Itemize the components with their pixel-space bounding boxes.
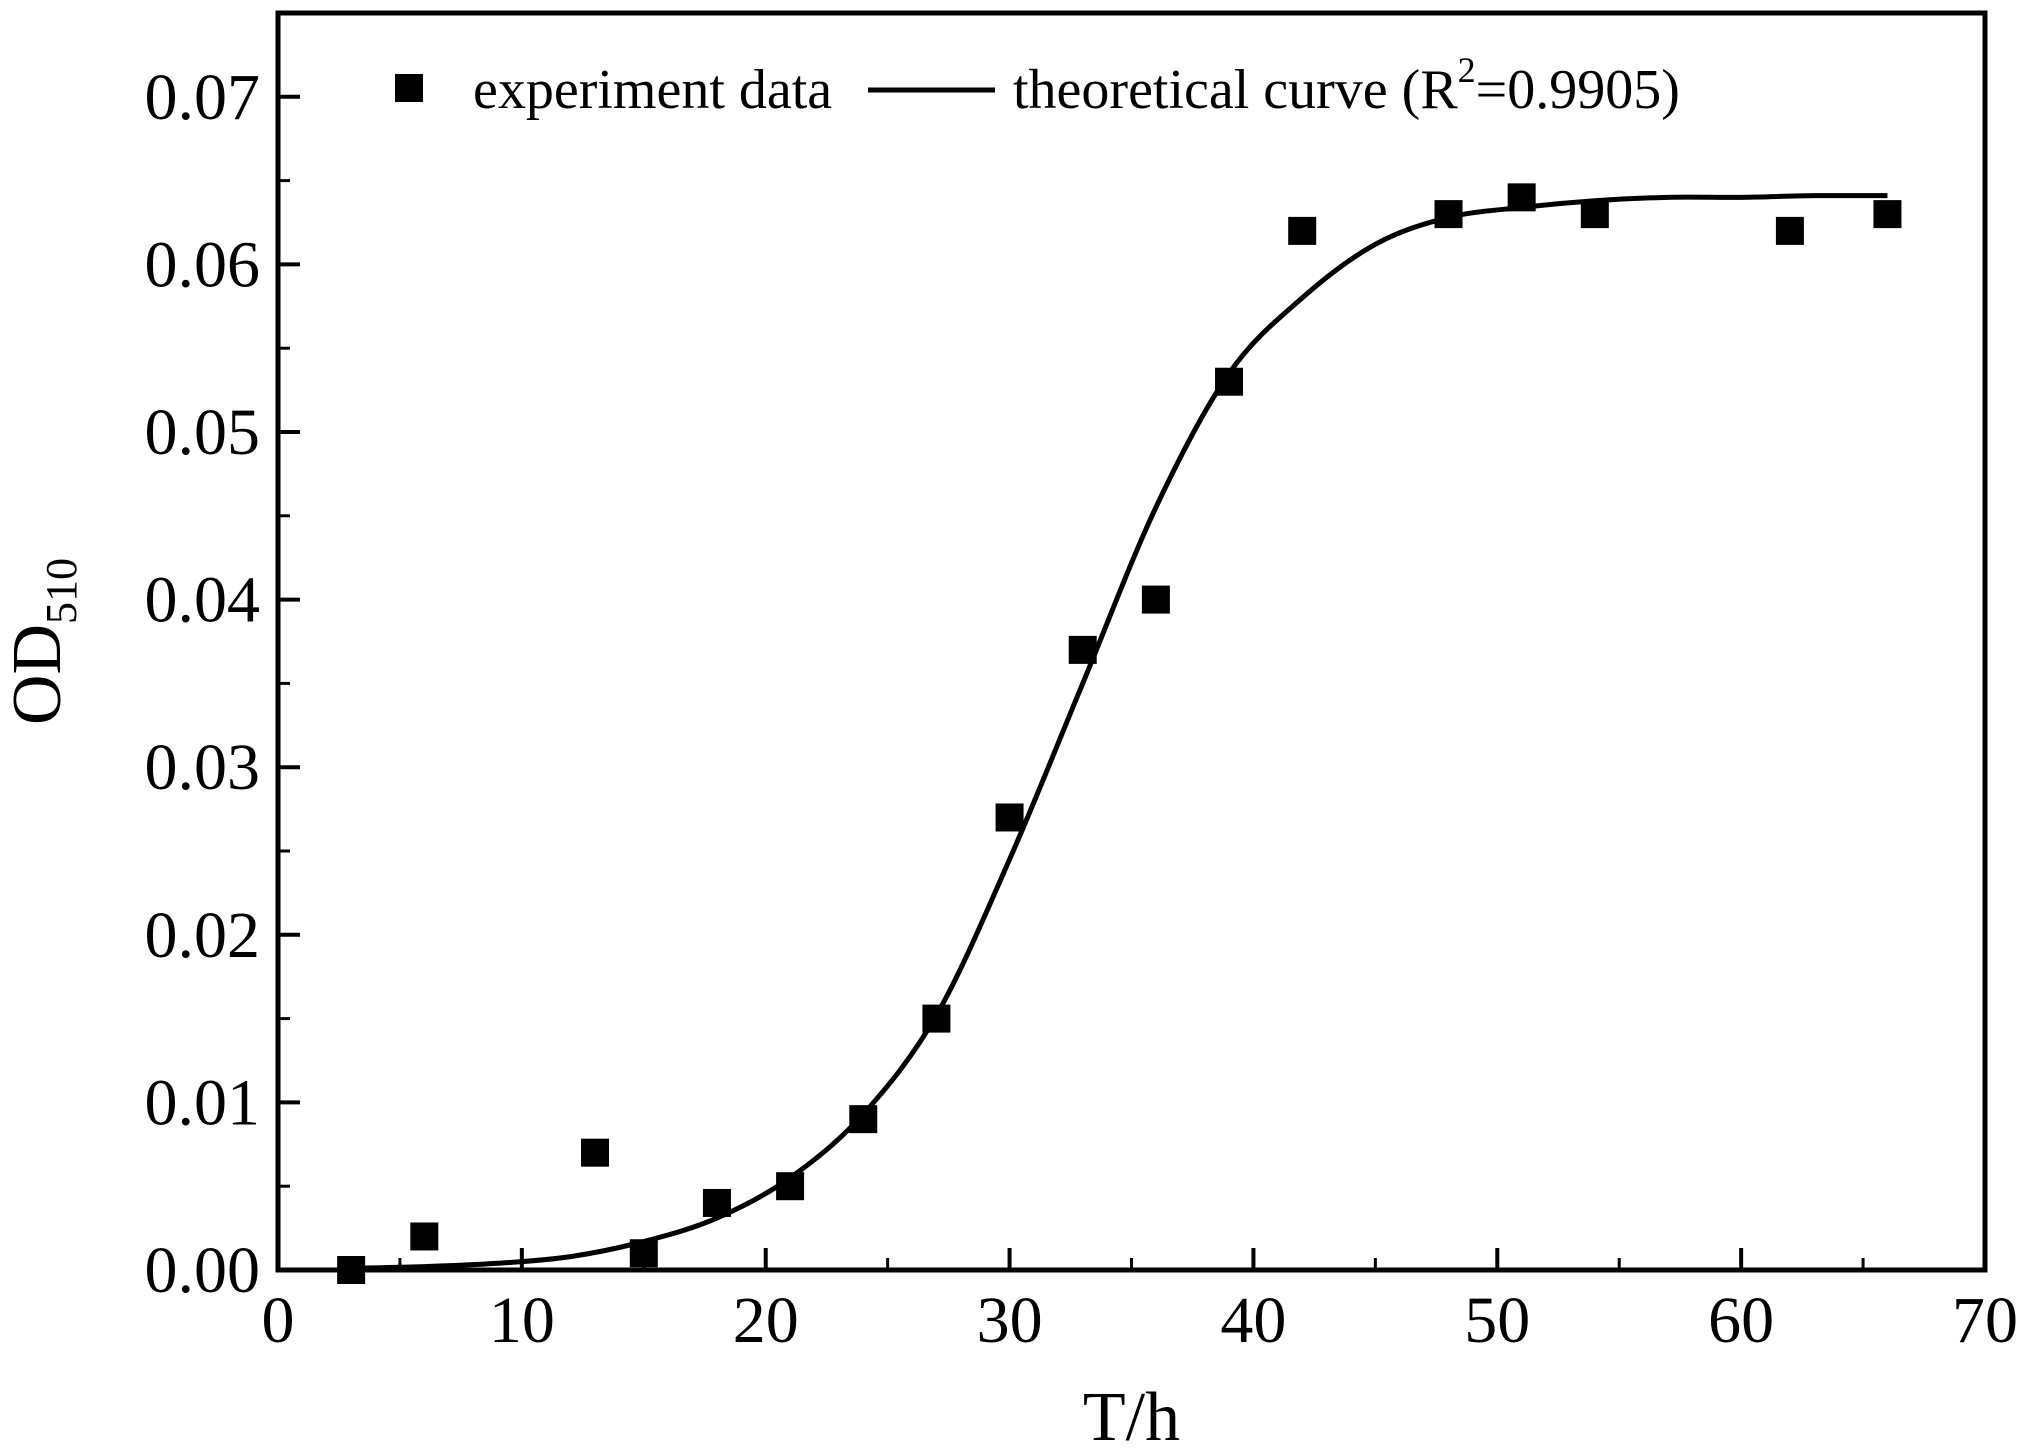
legend-marker-square [395, 74, 423, 102]
y-tick-label: 0.05 [145, 396, 261, 469]
experiment-data-point [629, 1239, 658, 1268]
experiment-data-point [1873, 200, 1902, 229]
plot-frame [275, 10, 1988, 1273]
legend-label-experiment: experiment data [473, 59, 832, 121]
legend-label-theoretical-sup: 2 [1458, 50, 1476, 90]
y-axis-ticks: 0.00 0.01 0.02 0.03 0.04 0.05 0.06 0.07 [145, 61, 300, 1307]
y-tick-label: 0.07 [145, 61, 261, 134]
plot-area-frame [275, 10, 1988, 1273]
x-tick-label: 70 [1952, 1284, 2018, 1357]
theoretical-curve-line [351, 193, 1888, 1271]
y-tick-label: 0.01 [145, 1066, 261, 1139]
x-axis-label: T/h [1083, 1379, 1180, 1456]
y-tick-label: 0.06 [145, 228, 261, 301]
experiment-points-group [337, 183, 1902, 1284]
experiment-data-point [410, 1222, 439, 1251]
experiment-data-point [849, 1105, 878, 1134]
x-tick-label: 40 [1220, 1284, 1286, 1357]
x-tick-label: 10 [489, 1284, 555, 1357]
y-tick-label: 0.04 [145, 564, 261, 637]
experiment-data-point [581, 1138, 610, 1167]
experiment-data-point [337, 1256, 366, 1284]
experiment-data-point [1068, 635, 1097, 664]
experiment-data-point [1507, 183, 1536, 212]
x-tick-label: 50 [1464, 1284, 1530, 1357]
x-tick-label: 20 [733, 1284, 799, 1357]
y-axis-label-subscript: 510 [37, 558, 86, 624]
legend-label-theoretical: theoretical curve (R2=0.9905) [1013, 50, 1680, 121]
legend-label-theoretical-prefix: theoretical curve (R [1013, 59, 1458, 121]
experiment-data-point [922, 1004, 951, 1033]
y-axis-label: OD510 [0, 558, 86, 725]
y-axis-label-main: OD [0, 624, 76, 725]
y-tick-label: 0.00 [145, 1234, 261, 1307]
experiment-data-point [1434, 200, 1463, 229]
x-tick-label: 0 [262, 1284, 295, 1357]
experiment-data-point [776, 1172, 805, 1201]
y-tick-label: 0.03 [145, 731, 261, 804]
x-tick-label: 60 [1708, 1284, 1774, 1357]
experiment-data-point [1288, 216, 1317, 245]
experiment-data-point [1580, 200, 1609, 229]
theoretical-curve-group [351, 193, 1888, 1271]
legend: experiment data theoretical curve (R2=0.… [395, 50, 1680, 121]
y-tick-label: 0.02 [145, 899, 261, 972]
x-tick-label: 30 [977, 1284, 1043, 1357]
experiment-data-point [1215, 367, 1244, 396]
legend-label-theoretical-suffix: =0.9905) [1476, 59, 1680, 121]
x-axis-ticks: 0 10 20 30 40 50 60 70 [262, 1248, 2018, 1357]
experiment-data-point [1141, 585, 1170, 614]
experiment-data-point [1775, 216, 1804, 245]
experiment-data-point [702, 1188, 731, 1217]
experiment-data-point [995, 803, 1024, 832]
